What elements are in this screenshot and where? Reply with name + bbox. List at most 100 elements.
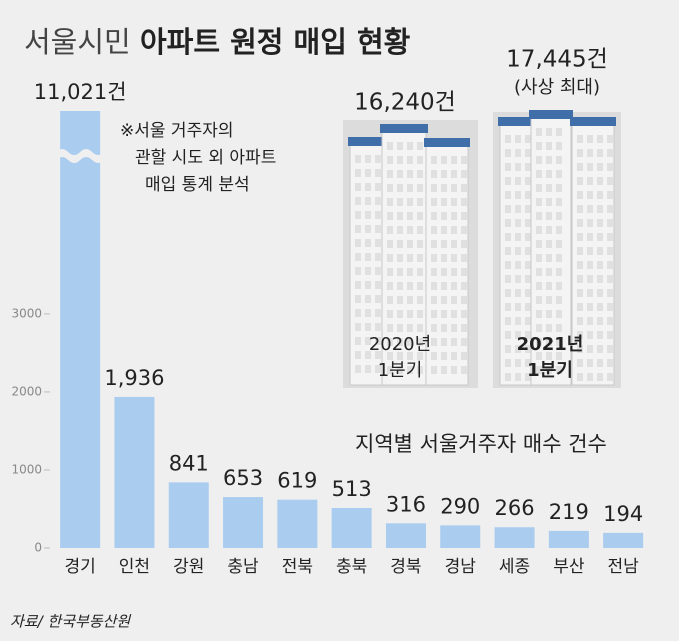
x-tick-label: 충북 <box>336 557 367 577</box>
window <box>577 331 583 339</box>
window <box>515 247 521 255</box>
window <box>515 233 521 241</box>
window <box>607 345 613 353</box>
window <box>407 310 413 318</box>
bar <box>223 497 264 548</box>
window <box>515 345 521 353</box>
window <box>431 240 437 248</box>
value-label: 316 <box>386 492 426 516</box>
window <box>607 359 613 367</box>
window <box>597 275 603 283</box>
window <box>451 254 457 262</box>
window <box>597 149 603 157</box>
window <box>546 142 552 150</box>
window <box>461 212 467 220</box>
window <box>546 268 552 276</box>
window <box>461 310 467 318</box>
window <box>536 212 542 220</box>
window <box>577 261 583 269</box>
window <box>546 282 552 290</box>
window <box>525 359 531 367</box>
window <box>607 317 613 325</box>
inset-total: 16,240건 <box>354 90 456 116</box>
window <box>461 366 467 374</box>
window <box>577 275 583 283</box>
window <box>587 205 593 213</box>
window <box>365 169 371 177</box>
window <box>597 177 603 185</box>
window <box>536 254 542 262</box>
x-tick-label: 전남 <box>608 557 640 577</box>
value-label: 513 <box>332 477 372 501</box>
chart-title: 서울시민 아파트 원정 매입 현황 <box>24 25 411 59</box>
window <box>577 149 583 157</box>
window <box>515 303 521 311</box>
window <box>515 149 521 157</box>
window <box>355 295 361 303</box>
window <box>546 352 552 360</box>
window <box>556 296 562 304</box>
window <box>461 226 467 234</box>
window <box>387 366 393 374</box>
inset-period: 2021년 <box>517 334 584 355</box>
window <box>461 184 467 192</box>
window <box>461 198 467 206</box>
window <box>536 310 542 318</box>
window <box>546 254 552 262</box>
window <box>515 317 521 325</box>
window <box>461 338 467 346</box>
window <box>451 296 457 304</box>
window <box>451 352 457 360</box>
y-tick-label: 2000 <box>11 384 42 398</box>
window <box>525 149 531 157</box>
window <box>536 142 542 150</box>
x-tick-label: 전북 <box>282 557 313 577</box>
bar <box>331 507 372 548</box>
window <box>387 268 393 276</box>
window <box>546 226 552 234</box>
window <box>607 331 613 339</box>
window <box>387 240 393 248</box>
bar <box>440 525 481 548</box>
window <box>556 240 562 248</box>
window <box>397 156 403 164</box>
x-tick-label: 강원 <box>173 557 204 577</box>
window <box>451 156 457 164</box>
window <box>525 135 531 143</box>
window <box>365 337 371 345</box>
window <box>525 233 531 241</box>
value-label: 290 <box>440 494 480 518</box>
window <box>525 303 531 311</box>
title-light: 서울시민 <box>24 25 131 59</box>
window <box>417 198 423 206</box>
window <box>451 184 457 192</box>
window <box>387 212 393 220</box>
window <box>407 198 413 206</box>
window <box>355 365 361 373</box>
inset-period: 1분기 <box>527 360 573 381</box>
window <box>536 128 542 136</box>
window <box>505 191 511 199</box>
window <box>441 352 447 360</box>
window <box>525 373 531 381</box>
bar <box>385 523 426 548</box>
window <box>431 296 437 304</box>
window <box>505 135 511 143</box>
window <box>375 155 381 163</box>
window <box>587 191 593 199</box>
window <box>505 219 511 227</box>
window <box>407 282 413 290</box>
window <box>355 211 361 219</box>
window <box>556 226 562 234</box>
window <box>417 184 423 192</box>
window <box>577 373 583 381</box>
window <box>505 247 511 255</box>
x-tick-label: 충남 <box>227 557 259 577</box>
window <box>556 184 562 192</box>
window <box>387 254 393 262</box>
window <box>461 352 467 360</box>
window <box>556 198 562 206</box>
window <box>536 352 542 360</box>
window <box>451 226 457 234</box>
